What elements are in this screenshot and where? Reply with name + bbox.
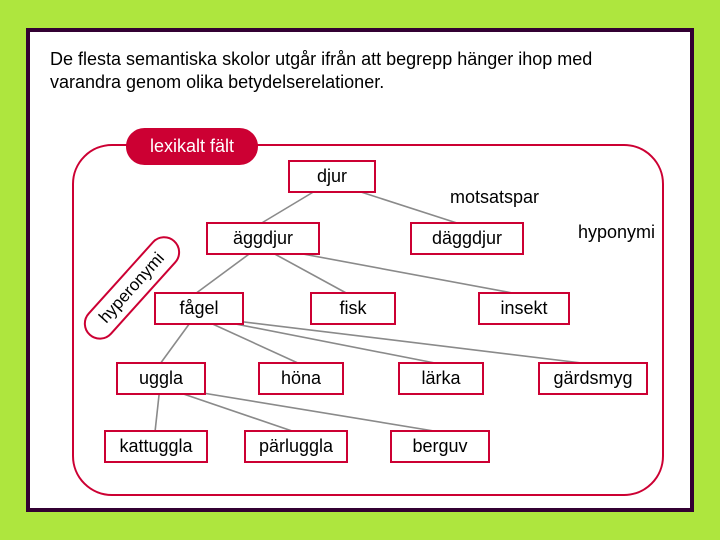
node-parluggla: pärluggla xyxy=(244,430,348,463)
node-kattuggla: kattuggla xyxy=(104,430,208,463)
node-insekt: insekt xyxy=(478,292,570,325)
hyponym-label: hyponymi xyxy=(578,222,655,243)
node-aggdjur: äggdjur xyxy=(206,222,320,255)
node-gardsmyg: gärdsmyg xyxy=(538,362,648,395)
intro-text: De flesta semantiska skolor utgår ifrån … xyxy=(50,48,650,95)
node-uggla: uggla xyxy=(116,362,206,395)
lexical-field-pill: lexikalt fält xyxy=(126,128,258,165)
node-larka: lärka xyxy=(398,362,484,395)
node-fisk: fisk xyxy=(310,292,396,325)
node-fagel: fågel xyxy=(154,292,244,325)
node-daggdjur: däggdjur xyxy=(410,222,524,255)
node-berguv: berguv xyxy=(390,430,490,463)
antonym-label: motsatspar xyxy=(450,187,539,208)
node-djur: djur xyxy=(288,160,376,193)
node-hona: höna xyxy=(258,362,344,395)
slide-frame: De flesta semantiska skolor utgår ifrån … xyxy=(26,28,694,512)
